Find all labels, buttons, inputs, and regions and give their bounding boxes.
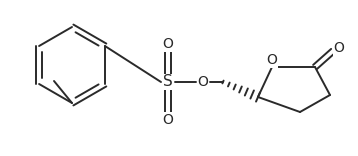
Text: O: O <box>163 113 173 127</box>
Text: S: S <box>163 75 173 90</box>
Text: O: O <box>334 41 344 55</box>
Text: O: O <box>198 75 208 89</box>
Text: O: O <box>163 37 173 51</box>
Text: O: O <box>267 53 277 67</box>
